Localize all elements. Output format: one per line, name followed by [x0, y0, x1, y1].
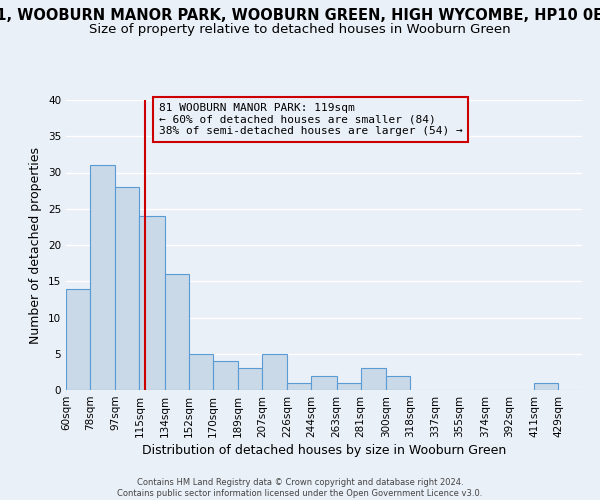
Bar — [337, 383, 361, 390]
X-axis label: Distribution of detached houses by size in Wooburn Green: Distribution of detached houses by size … — [142, 444, 506, 457]
Bar — [139, 216, 164, 390]
Bar — [115, 187, 139, 390]
Bar — [361, 368, 386, 390]
Bar — [90, 165, 115, 390]
Text: 81, WOOBURN MANOR PARK, WOOBURN GREEN, HIGH WYCOMBE, HP10 0EP: 81, WOOBURN MANOR PARK, WOOBURN GREEN, H… — [0, 8, 600, 22]
Bar — [534, 383, 558, 390]
Y-axis label: Number of detached properties: Number of detached properties — [29, 146, 43, 344]
Bar — [164, 274, 188, 390]
Bar — [311, 376, 337, 390]
Bar — [66, 288, 90, 390]
Text: Size of property relative to detached houses in Wooburn Green: Size of property relative to detached ho… — [89, 22, 511, 36]
Text: 81 WOOBURN MANOR PARK: 119sqm
← 60% of detached houses are smaller (84)
38% of s: 81 WOOBURN MANOR PARK: 119sqm ← 60% of d… — [159, 103, 463, 136]
Bar — [287, 383, 311, 390]
Bar — [188, 354, 212, 390]
Bar — [212, 361, 238, 390]
Bar — [386, 376, 410, 390]
Text: Contains HM Land Registry data © Crown copyright and database right 2024.
Contai: Contains HM Land Registry data © Crown c… — [118, 478, 482, 498]
Bar — [238, 368, 262, 390]
Bar — [262, 354, 287, 390]
